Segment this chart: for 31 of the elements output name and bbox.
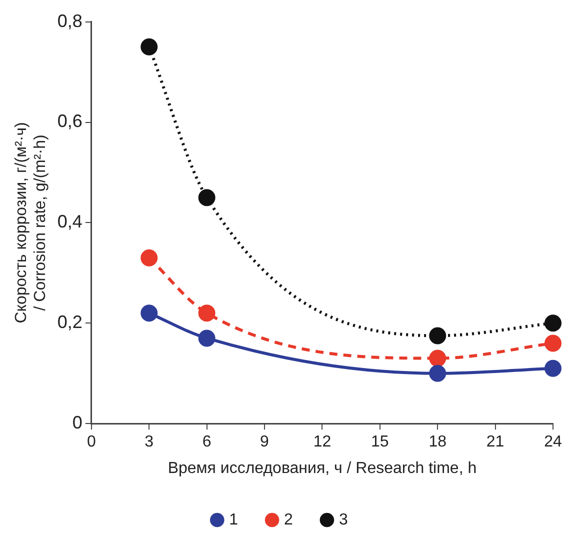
legend-label: 2 xyxy=(284,511,294,528)
x-tick-label: 15 xyxy=(371,434,389,451)
x-tick-label: 21 xyxy=(486,434,504,451)
y-axis-title: Скорость коррозии, г/(м²·ч) / Corrosion rate, g/(m²·h) xyxy=(13,122,50,324)
x-tick-label: 6 xyxy=(202,434,212,451)
point xyxy=(544,314,562,332)
x-tick-label: 3 xyxy=(144,434,154,451)
x-tick-label: 12 xyxy=(313,434,332,451)
point xyxy=(429,350,446,367)
point xyxy=(429,364,446,382)
y-tick-label: 0,6 xyxy=(57,111,82,132)
point xyxy=(429,327,446,344)
point xyxy=(198,304,216,322)
x-tick-label: 18 xyxy=(428,434,447,451)
point xyxy=(140,249,158,266)
y-tick-label: 0 xyxy=(72,412,82,433)
point xyxy=(544,360,562,377)
point xyxy=(198,189,216,206)
y-tick-label: 0,4 xyxy=(57,212,82,232)
x-tick-label: 24 xyxy=(544,434,562,451)
point xyxy=(140,38,158,56)
legend-label: 1 xyxy=(229,511,238,528)
x-tick-label: 0 xyxy=(86,434,96,451)
x-axis-title: Время исследования, ч / Research time, h xyxy=(168,460,477,477)
point xyxy=(198,330,216,347)
point xyxy=(544,334,562,352)
legend-label: 3 xyxy=(338,511,348,528)
x-tick-label: 9 xyxy=(260,434,270,451)
point xyxy=(140,304,158,322)
y-tick-label: 0,8 xyxy=(57,10,82,31)
y-tick-label: 0,2 xyxy=(57,312,82,332)
